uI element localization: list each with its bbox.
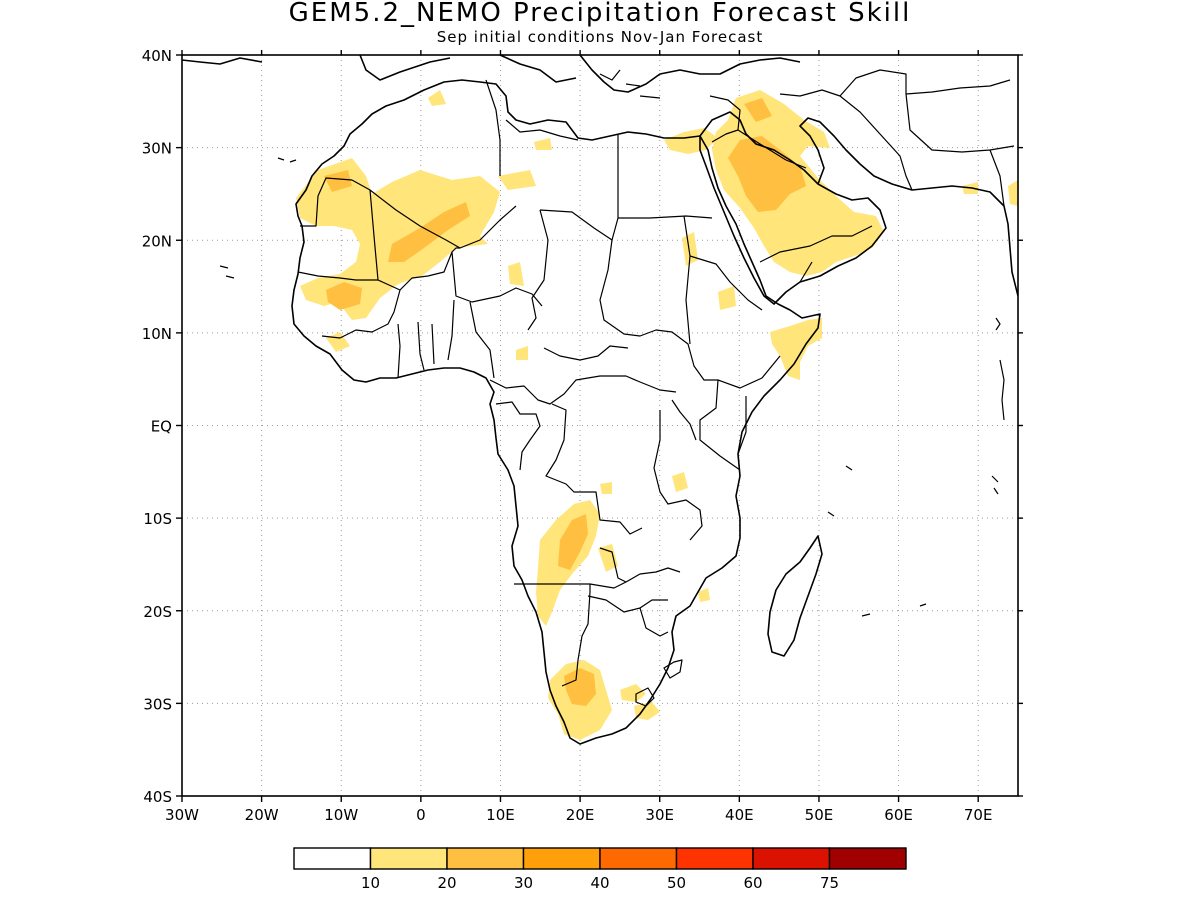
skill-region-cameroon-small: [516, 346, 528, 360]
x-tick-label: 20E: [566, 806, 595, 824]
skill-region-south-africa-south: [634, 702, 660, 720]
colorbar-level-label: 40: [590, 874, 609, 892]
y-tick-label: 30S: [143, 695, 172, 713]
colorbar-swatch: [599, 847, 678, 870]
skill-region-guinea-highlands: [326, 282, 362, 310]
skill-region-tanzania-small: [672, 472, 688, 492]
coastlines: [182, 55, 1018, 745]
y-tick-label: 20S: [143, 603, 172, 621]
border-sahara-west: [297, 177, 517, 281]
madagascar-coastline: [767, 535, 823, 657]
skill-region-dr-congo-small: [600, 482, 612, 494]
colorbar-level-label: 75: [820, 874, 839, 892]
island-seychelles: [827, 465, 999, 617]
x-tick-label: 10E: [486, 806, 515, 824]
colorbar-swatch: [369, 847, 448, 870]
country-borders: [297, 69, 1015, 707]
colorbar-swatch: [752, 847, 831, 870]
colorbar: 10 20 30 40 50 60 75: [293, 847, 907, 892]
skill-region-south-africa-core: [564, 668, 596, 706]
skill-region-north-algeria: [428, 90, 446, 106]
border-congo-basin: [495, 401, 703, 541]
skill-region-niger-east: [498, 170, 536, 190]
skill-region-mauritania-core: [324, 170, 352, 192]
colorbar-level-label: 50: [667, 874, 686, 892]
skill-region-india-west: [1008, 180, 1018, 206]
colorbar-swatch: [675, 847, 754, 870]
skill-region-libya-small: [534, 138, 552, 150]
map-axes: 30W 20W 10W 0 10E 20E 30E 40E 50E 60E 70E 40N 30N 20N…: [142, 47, 1023, 824]
y-tick-label: EQ: [151, 418, 172, 436]
colorbar-level-label: 10: [361, 874, 380, 892]
colorbar-swatch: [828, 847, 907, 870]
map-title: GEM5.2_NEMO Precipitation Forecast Skill: [288, 0, 912, 28]
skill-region-arabian-peninsula-core: [728, 136, 806, 212]
border-sahel: [321, 247, 543, 339]
colorbar-swatch: [293, 847, 372, 870]
colorbar-swatch: [522, 847, 601, 870]
skill-shading: [296, 90, 1018, 740]
africa-coastline: [291, 79, 821, 745]
y-tick-label: 40N: [142, 47, 172, 65]
colorbar-level-label: 60: [743, 874, 762, 892]
europe-coastline: [182, 55, 801, 93]
island-canaries: [219, 157, 297, 279]
x-tick-label: 30W: [165, 806, 199, 824]
border-southern-africa: [514, 547, 683, 707]
y-tick-label: 10N: [142, 325, 172, 343]
skill-region-mozambique-small: [698, 588, 710, 602]
skill-region-arabia-north: [744, 98, 772, 122]
x-tick-label: 10W: [324, 806, 358, 824]
x-tick-label: 20W: [245, 806, 279, 824]
skill-region-chad-small: [508, 262, 524, 286]
y-tick-label: 30N: [142, 140, 172, 158]
y-tick-label: 40S: [143, 788, 172, 806]
border-west-coast: [397, 299, 495, 379]
x-tick-label: 30E: [645, 806, 674, 824]
colorbar-swatch: [446, 847, 525, 870]
skill-region-mali-niger-core: [388, 202, 470, 262]
x-tick-label: 60E: [884, 806, 913, 824]
border-arabia: [709, 69, 1015, 283]
y-tick-label: 10S: [143, 510, 172, 528]
border-north: [485, 79, 713, 241]
x-tick-label: 70E: [964, 806, 993, 824]
skill-region-western-sahara-mauritania: [296, 158, 500, 320]
colorbar-level-label: 20: [437, 874, 456, 892]
skill-region-ethiopia-north: [718, 286, 736, 310]
border-east: [671, 215, 763, 471]
colorbar-level-label: 30: [514, 874, 533, 892]
skill-region-angola-zambia-core: [558, 514, 588, 570]
skill-region-zambia-east: [598, 544, 618, 572]
map-subtitle: Sep initial conditions Nov-Jan Forecast: [436, 28, 764, 46]
x-tick-label: 50E: [805, 806, 834, 824]
asia-coastline: [699, 111, 1018, 305]
x-tick-label: 40E: [725, 806, 754, 824]
y-tick-label: 20N: [142, 232, 172, 250]
border-central: [489, 209, 781, 405]
skill-region-horn-of-africa: [770, 318, 822, 380]
skill-region-south-africa-east: [620, 684, 646, 702]
skill-region-levant: [664, 128, 718, 154]
x-tick-label: 0: [416, 806, 426, 824]
island-aegean: [599, 69, 661, 99]
island-sri-lanka-maldives: [995, 317, 1005, 421]
